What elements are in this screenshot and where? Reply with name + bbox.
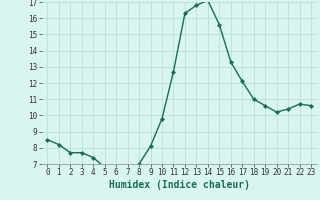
- X-axis label: Humidex (Indice chaleur): Humidex (Indice chaleur): [109, 180, 250, 190]
